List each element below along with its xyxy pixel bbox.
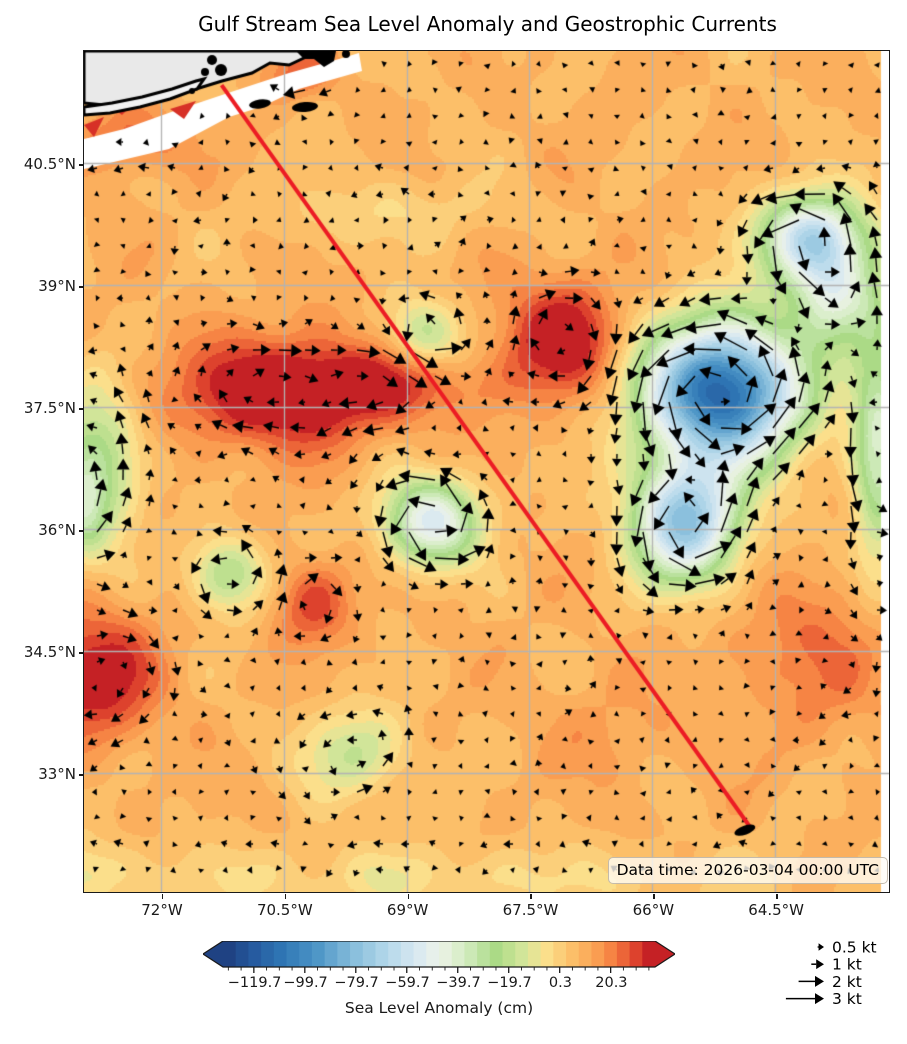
colorbar-segment [616, 941, 631, 967]
colorbar-extend-arrow [655, 941, 675, 967]
colorbar-segment [273, 941, 288, 967]
colorbar-segment [388, 941, 402, 967]
figure-title: Gulf Stream Sea Level Anomaly and Geostr… [198, 12, 777, 36]
x-tick-label: 70.5°W [256, 901, 313, 919]
colorbar-segment [439, 941, 453, 967]
y-tick-label: 34.5°N [23, 643, 76, 662]
colorbar-segment [286, 941, 300, 967]
y-tick-label: 40.5°N [23, 155, 76, 174]
colorbar-segment [502, 941, 516, 967]
colorbar-tick-label: −59.7 [385, 975, 430, 991]
x-tick-mark [530, 894, 532, 899]
quiver-key-arrow [817, 943, 824, 951]
colorbar-segment [299, 941, 313, 967]
colorbar [203, 941, 675, 973]
colorbar-tick-label: 20.3 [595, 975, 628, 991]
map-axes [83, 50, 891, 894]
x-tick-mark [407, 894, 410, 899]
y-tick-label: 39°N [38, 277, 76, 296]
y-tick-mark [79, 652, 84, 654]
colorbar-tick-label: −99.7 [283, 975, 328, 991]
x-tick-mark [653, 894, 655, 899]
sla-quiver-map-canvas [84, 51, 890, 893]
y-tick-mark [79, 408, 84, 410]
colorbar-axis-label: Sea Level Anomaly (cm) [344, 999, 534, 1017]
colorbar-segment [540, 941, 554, 967]
colorbar-segment [426, 941, 440, 967]
y-tick-mark [79, 286, 84, 288]
y-tick-label: 36°N [38, 521, 76, 540]
colorbar-segment [629, 941, 643, 967]
quiver-key-label: 0.5 kt [832, 939, 877, 957]
x-tick-mark [776, 894, 778, 899]
y-tick-label: 37.5°N [23, 399, 76, 418]
x-tick-label: 69°W [386, 901, 429, 919]
colorbar-segment [248, 941, 262, 967]
x-tick-mark [284, 894, 287, 899]
colorbar-tick-label: −19.7 [487, 975, 532, 991]
colorbar-segment [566, 941, 580, 967]
colorbar-outline [203, 941, 675, 968]
colorbar-segment [311, 941, 326, 967]
colorbar-segment [400, 941, 415, 967]
colorbar-segment [604, 941, 618, 967]
x-tick-mark [161, 894, 164, 899]
x-tick-label: 72°W [141, 901, 183, 919]
colorbar-tick-label: 0.3 [548, 975, 572, 991]
colorbar-segment [413, 941, 427, 967]
colorbar-segment [527, 941, 542, 967]
colorbar-segment [515, 941, 529, 967]
quiver-key-arrow [785, 993, 824, 1005]
y-tick-mark [79, 530, 84, 532]
colorbar-segment [489, 941, 504, 967]
colorbar-extend-arrow [203, 941, 223, 967]
colorbar-segment [375, 941, 389, 967]
colorbar-segment [350, 941, 364, 967]
quiver-key-arrow [798, 975, 824, 987]
quiver-key-label: 2 kt [832, 973, 862, 991]
x-tick-label: 64.5°W [748, 901, 805, 919]
colorbar-segment [642, 941, 656, 967]
colorbar-segment [362, 941, 377, 967]
colorbar-tick-label: −79.7 [334, 975, 379, 991]
colorbar-segment [337, 941, 351, 967]
quiver-key-arrow [811, 959, 824, 970]
colorbar-segment [324, 941, 338, 967]
colorbar-segment [235, 941, 250, 967]
y-tick-label: 33°N [38, 765, 76, 784]
y-tick-mark [79, 164, 84, 166]
data-time-annotation: Data time: 2026-03-04 00:00 UTC [607, 857, 888, 884]
x-tick-label: 66°W [632, 901, 675, 919]
colorbar-segment [553, 941, 567, 967]
y-tick-mark [79, 774, 84, 776]
quiver-key-label: 3 kt [832, 990, 862, 1008]
x-tick-label: 67.5°W [502, 901, 559, 919]
colorbar-segment [578, 941, 593, 967]
quiver-key-label: 1 kt [832, 956, 862, 974]
colorbar-segment [464, 941, 478, 967]
colorbar-segment [223, 941, 237, 967]
colorbar-tick-label: −39.7 [436, 975, 481, 991]
colorbar-segment [451, 941, 466, 967]
colorbar-segment [477, 941, 491, 967]
colorbar-tick-label: −119.7 [227, 975, 282, 991]
colorbar-segment [591, 941, 605, 967]
quiver-key: 0.5 kt1 kt2 kt3 kt [785, 939, 877, 1008]
colorbar-segment [261, 941, 275, 967]
